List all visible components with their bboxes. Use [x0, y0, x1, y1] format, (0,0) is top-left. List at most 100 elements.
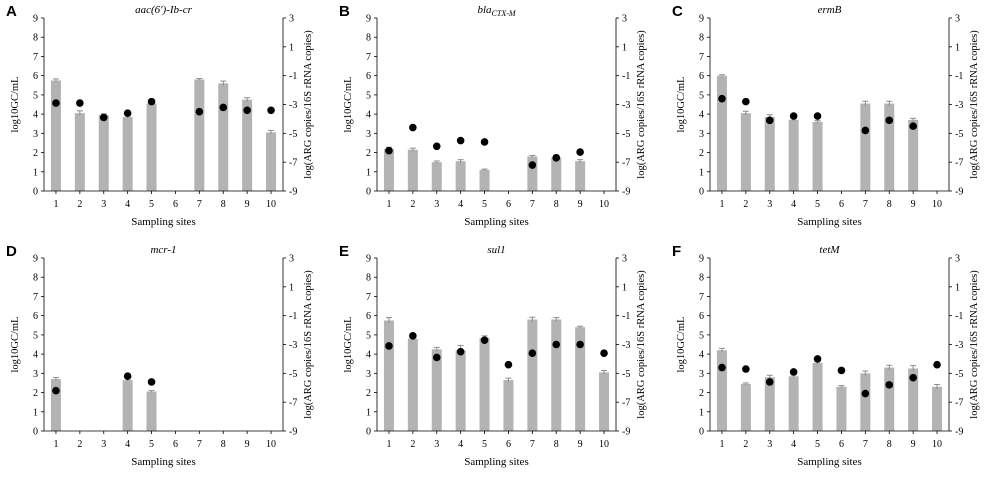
dot-site-3 [432, 142, 441, 151]
bar-site-1 [716, 350, 727, 431]
y-tick-label-left: 4 [699, 110, 704, 121]
y-tick-label-left: 1 [33, 167, 38, 178]
bar-site-4 [455, 161, 466, 191]
bar-site-10 [266, 132, 277, 191]
dot-site-5 [480, 138, 489, 146]
y-tick-label-left: 9 [699, 254, 704, 265]
bar-site-1 [383, 148, 394, 191]
y-tick-label-left: 2 [33, 148, 38, 159]
dot-site-2 [742, 365, 750, 373]
y-tick-label-left: 2 [366, 388, 371, 399]
x-tick-label: 3 [767, 439, 772, 450]
bar-site-2 [74, 113, 85, 191]
y-tick-label-right: -7 [622, 158, 630, 169]
y-tick-label-right: -1 [955, 311, 963, 322]
y-tick-label-left: 9 [366, 14, 371, 25]
dot-site-4 [123, 372, 132, 381]
y-tick-label-right: 1 [622, 42, 627, 53]
x-tick-label: 6 [506, 439, 511, 450]
y-tick-label-left: 3 [366, 129, 371, 140]
x-tick-label: 9 [911, 199, 916, 210]
y-tick-label-left: 5 [366, 90, 371, 101]
bar-site-3 [764, 116, 775, 191]
x-tick-label: 6 [173, 199, 178, 210]
x-tick-label: 9 [578, 439, 583, 450]
bar-site-5 [812, 121, 823, 191]
dot-site-1 [52, 99, 60, 107]
chart-title: ermB [818, 4, 842, 16]
dot-site-3 [765, 116, 774, 125]
x-tick-label: 6 [839, 439, 844, 450]
x-tick-label: 6 [173, 439, 178, 450]
y-tick-label-left: 5 [33, 90, 38, 101]
y-tick-label-right: -3 [955, 340, 963, 351]
x-axis-label: Sampling sites [464, 456, 528, 468]
x-tick-label: 7 [530, 439, 535, 450]
y-axis-label-left: log10GC/mL [343, 316, 354, 372]
x-tick-label: 9 [245, 199, 250, 210]
panel-label: B [339, 3, 350, 20]
y-tick-label-left: 5 [699, 330, 704, 341]
y-tick-label-right: -7 [289, 158, 297, 169]
dot-site-8 [885, 116, 894, 125]
x-tick-label: 8 [887, 199, 892, 210]
x-tick-label: 3 [767, 199, 772, 210]
x-tick-label: 1 [719, 439, 724, 450]
y-tick-label-left: 4 [33, 110, 38, 121]
bar-site-3 [764, 377, 775, 431]
y-tick-label-right: -5 [622, 129, 630, 140]
dot-site-1 [718, 94, 726, 103]
bar-site-5 [479, 169, 490, 191]
y-axis-label-right: log(ARG copies/16S rRNA copies) [303, 30, 314, 179]
x-tick-label: 5 [149, 439, 154, 450]
bar-site-9 [908, 119, 919, 191]
y-tick-label-left: 9 [33, 14, 38, 25]
chart-title: aac(6')-Ib-cr [135, 4, 192, 16]
y-tick-label-right: 1 [955, 282, 960, 293]
panel-label: E [339, 243, 349, 260]
x-tick-label: 7 [197, 439, 202, 450]
dot-site-9 [909, 122, 917, 130]
y-tick-label-right: -1 [289, 311, 297, 322]
x-tick-label: 2 [77, 439, 82, 450]
y-tick-label-right: -1 [955, 71, 963, 82]
dot-site-5 [480, 336, 489, 344]
bar-site-9 [908, 368, 919, 431]
y-tick-label-left: 6 [699, 71, 704, 82]
chart-title: tetM [819, 244, 840, 256]
x-tick-label: 1 [386, 439, 391, 450]
y-tick-label-left: 6 [366, 311, 371, 322]
bar-site-2 [407, 149, 418, 191]
y-tick-label-right: 1 [289, 282, 294, 293]
dot-site-5 [147, 378, 156, 386]
bar-site-4 [788, 376, 799, 431]
x-tick-label: 3 [101, 439, 106, 450]
x-tick-label: 10 [266, 439, 276, 450]
y-tick-label-left: 8 [699, 273, 704, 284]
bar-site-6 [503, 380, 514, 431]
y-tick-label-right: -9 [622, 427, 630, 438]
x-axis-label: Sampling sites [131, 456, 195, 468]
dot-site-5 [813, 112, 822, 120]
y-tick-label-right: -9 [289, 187, 297, 198]
y-tick-label-right: 3 [622, 14, 627, 25]
dot-site-7 [195, 107, 204, 116]
y-tick-label-right: -5 [289, 129, 297, 140]
x-tick-label: 8 [554, 199, 559, 210]
dot-site-1 [385, 146, 393, 155]
y-tick-label-left: 0 [699, 187, 704, 198]
dot-site-10 [267, 106, 275, 115]
y-tick-label-right: 3 [289, 254, 294, 265]
bar-site-5 [812, 362, 823, 431]
bar-site-7 [194, 79, 205, 191]
y-tick-label-right: -3 [622, 100, 630, 111]
dot-site-10 [600, 349, 608, 357]
x-tick-label: 1 [386, 199, 391, 210]
dot-site-5 [147, 97, 156, 106]
y-tick-label-left: 8 [699, 33, 704, 44]
y-axis-label-right: log(ARG copies/16S rRNA copies) [636, 270, 647, 419]
y-axis-label-right: log(ARG copies/16S rRNA copies) [303, 270, 314, 419]
